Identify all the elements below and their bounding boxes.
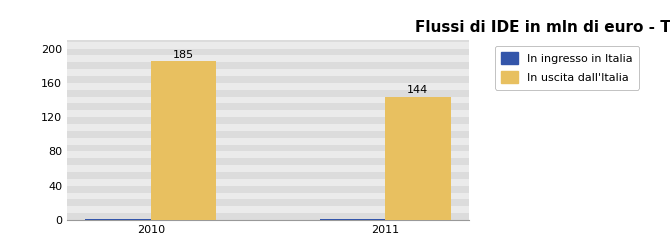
Bar bbox=[67, 192, 469, 200]
Text: 144: 144 bbox=[407, 85, 429, 95]
Bar bbox=[67, 83, 469, 90]
Legend: In ingresso in Italia, In uscita dall'Italia: In ingresso in Italia, In uscita dall'It… bbox=[494, 46, 639, 90]
Bar bbox=[67, 62, 469, 69]
Bar bbox=[67, 90, 469, 96]
Bar bbox=[385, 96, 451, 220]
Bar bbox=[67, 144, 469, 152]
Bar bbox=[67, 200, 469, 206]
Bar bbox=[67, 138, 469, 144]
Bar bbox=[67, 96, 469, 103]
Bar bbox=[67, 158, 469, 165]
Text: 185: 185 bbox=[173, 50, 194, 60]
Bar bbox=[67, 48, 469, 56]
Bar bbox=[67, 186, 469, 192]
Bar bbox=[67, 213, 469, 220]
Bar bbox=[67, 131, 469, 138]
Bar bbox=[67, 56, 469, 62]
Bar bbox=[67, 76, 469, 83]
Bar bbox=[67, 35, 469, 42]
Bar bbox=[67, 152, 469, 158]
Bar bbox=[151, 62, 216, 220]
Bar bbox=[67, 172, 469, 179]
Text: Flussi di IDE in mln di euro - TUNISIA: Flussi di IDE in mln di euro - TUNISIA bbox=[415, 20, 670, 35]
Bar bbox=[67, 110, 469, 117]
Bar bbox=[67, 124, 469, 131]
Bar bbox=[67, 179, 469, 186]
Bar bbox=[67, 165, 469, 172]
Bar bbox=[67, 206, 469, 213]
Bar bbox=[320, 219, 385, 220]
Bar bbox=[67, 117, 469, 124]
Bar bbox=[85, 219, 151, 220]
Bar bbox=[67, 69, 469, 76]
Bar bbox=[67, 42, 469, 48]
Bar bbox=[67, 104, 469, 110]
